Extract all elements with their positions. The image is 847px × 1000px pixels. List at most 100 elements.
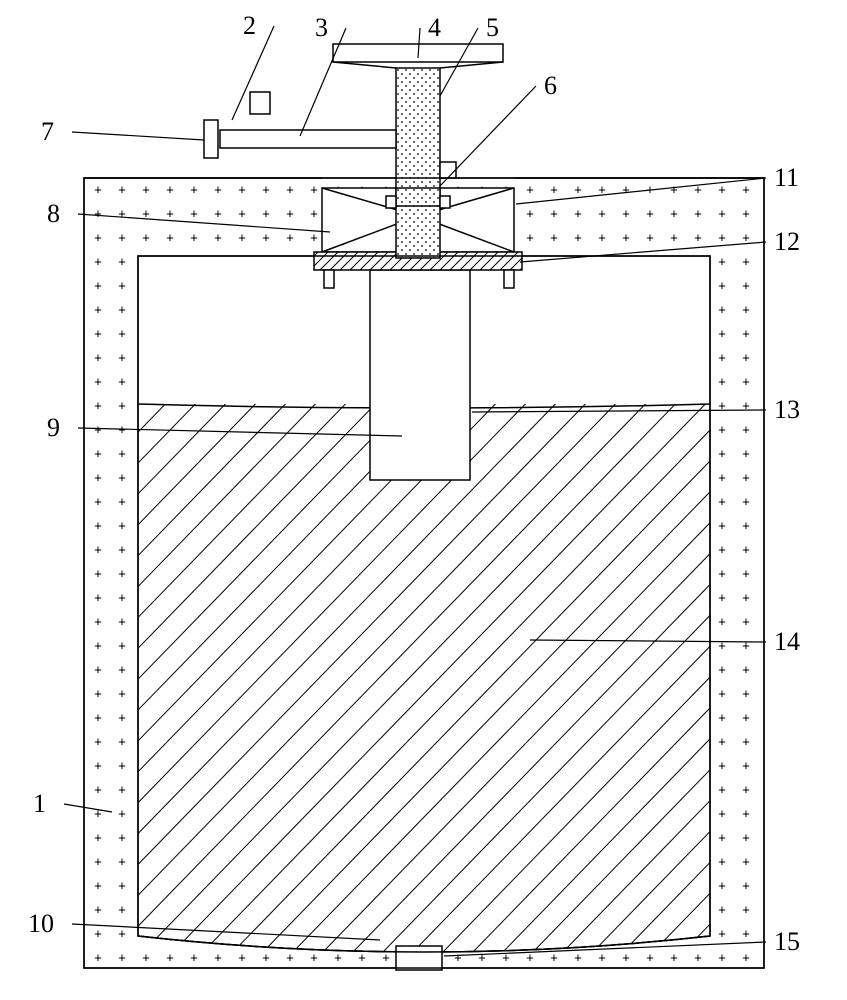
svg-text:+: +	[574, 207, 581, 221]
svg-text:+: +	[214, 183, 221, 197]
svg-text:+: +	[118, 855, 125, 869]
svg-text:+: +	[718, 735, 725, 749]
svg-text:+: +	[718, 543, 725, 557]
svg-text:+: +	[622, 207, 629, 221]
svg-text:+: +	[718, 903, 725, 917]
svg-text:+: +	[262, 951, 269, 965]
svg-text:+: +	[718, 327, 725, 341]
svg-text:+: +	[118, 927, 125, 941]
svg-text:+: +	[118, 327, 125, 341]
callout-13: 13	[774, 395, 800, 424]
svg-text:+: +	[94, 711, 101, 725]
svg-text:+: +	[118, 255, 125, 269]
svg-text:+: +	[94, 375, 101, 389]
svg-text:+: +	[94, 471, 101, 485]
svg-text:+: +	[742, 927, 749, 941]
callout-5: 5	[486, 13, 499, 42]
svg-text:+: +	[382, 951, 389, 965]
svg-text:+: +	[190, 183, 197, 197]
callout-9: 9	[47, 413, 60, 442]
svg-text:+: +	[310, 183, 317, 197]
svg-text:+: +	[118, 183, 125, 197]
svg-text:+: +	[142, 951, 149, 965]
svg-text:+: +	[190, 951, 197, 965]
svg-text:+: +	[718, 447, 725, 461]
svg-text:+: +	[742, 327, 749, 341]
svg-text:+: +	[286, 207, 293, 221]
svg-text:+: +	[742, 735, 749, 749]
svg-text:+: +	[718, 279, 725, 293]
svg-text:+: +	[94, 807, 101, 821]
svg-text:+: +	[118, 231, 125, 245]
svg-text:+: +	[718, 783, 725, 797]
svg-text:+: +	[526, 231, 533, 245]
svg-text:+: +	[142, 183, 149, 197]
svg-text:+: +	[718, 927, 725, 941]
svg-text:+: +	[742, 183, 749, 197]
svg-text:+: +	[622, 951, 629, 965]
svg-text:+: +	[550, 951, 557, 965]
svg-text:+: +	[742, 279, 749, 293]
svg-text:+: +	[94, 591, 101, 605]
svg-text:+: +	[550, 231, 557, 245]
svg-text:+: +	[94, 663, 101, 677]
svg-text:+: +	[742, 663, 749, 677]
callout-11: 11	[774, 163, 799, 192]
svg-text:+: +	[118, 903, 125, 917]
svg-text:+: +	[742, 519, 749, 533]
svg-text:+: +	[118, 807, 125, 821]
svg-text:+: +	[118, 711, 125, 725]
svg-text:+: +	[118, 471, 125, 485]
callout-8: 8	[47, 199, 60, 228]
svg-text:+: +	[742, 255, 749, 269]
svg-text:+: +	[94, 567, 101, 581]
svg-text:+: +	[310, 207, 317, 221]
technical-diagram: + + + + + + + + + + + + + + + + + + + + + + + + + + + + + + + + + + + + + + + +…	[0, 0, 847, 1000]
svg-text:+: +	[718, 471, 725, 485]
svg-text:+: +	[742, 759, 749, 773]
svg-text:+: +	[310, 951, 317, 965]
svg-text:+: +	[742, 375, 749, 389]
svg-text:+: +	[94, 783, 101, 797]
svg-text:+: +	[118, 687, 125, 701]
svg-text:+: +	[118, 951, 125, 965]
svg-text:+: +	[742, 855, 749, 869]
svg-text:+: +	[94, 639, 101, 653]
svg-text:+: +	[94, 447, 101, 461]
svg-text:+: +	[166, 231, 173, 245]
svg-text:+: +	[94, 519, 101, 533]
svg-text:+: +	[118, 759, 125, 773]
svg-text:+: +	[742, 447, 749, 461]
svg-text:+: +	[118, 567, 125, 581]
svg-text:+: +	[94, 327, 101, 341]
svg-text:+: +	[718, 183, 725, 197]
svg-text:+: +	[310, 231, 317, 245]
svg-text:+: +	[742, 591, 749, 605]
svg-text:+: +	[718, 519, 725, 533]
svg-text:+: +	[742, 711, 749, 725]
svg-text:+: +	[742, 423, 749, 437]
svg-text:+: +	[94, 423, 101, 437]
svg-text:+: +	[718, 591, 725, 605]
svg-text:+: +	[118, 639, 125, 653]
svg-text:+: +	[118, 615, 125, 629]
svg-text:+: +	[694, 207, 701, 221]
svg-text:+: +	[742, 903, 749, 917]
svg-text:+: +	[598, 231, 605, 245]
svg-text:+: +	[694, 231, 701, 245]
svg-text:+: +	[166, 207, 173, 221]
svg-text:+: +	[742, 831, 749, 845]
svg-text:+: +	[670, 951, 677, 965]
svg-text:+: +	[718, 495, 725, 509]
svg-text:+: +	[574, 183, 581, 197]
svg-text:+: +	[742, 495, 749, 509]
svg-text:+: +	[166, 951, 173, 965]
callout-10: 10	[28, 909, 54, 938]
svg-text:+: +	[742, 351, 749, 365]
svg-text:+: +	[670, 183, 677, 197]
svg-text:+: +	[718, 255, 725, 269]
svg-text:+: +	[718, 951, 725, 965]
svg-text:+: +	[718, 207, 725, 221]
svg-text:+: +	[742, 207, 749, 221]
svg-text:+: +	[718, 231, 725, 245]
